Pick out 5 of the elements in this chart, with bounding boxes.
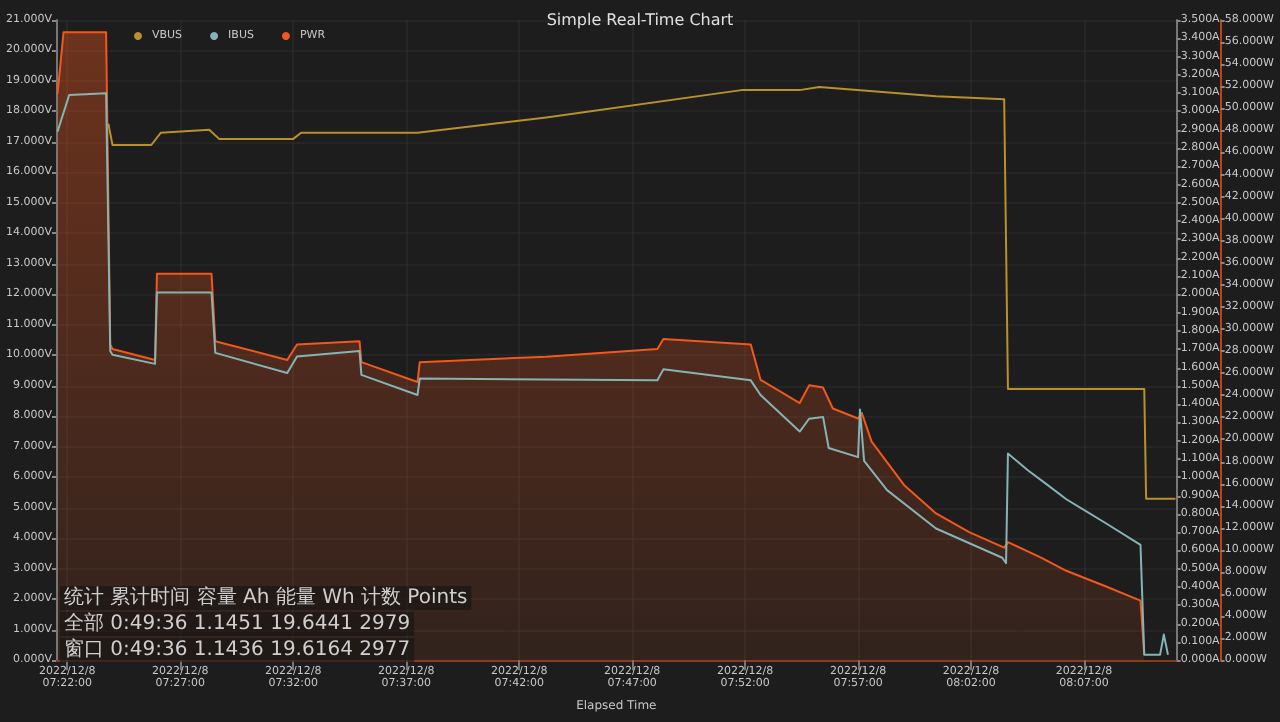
line-series bbox=[107, 86, 1177, 500]
annotation: 统计 累计时间 容量 Ah 能量 Wh 计数 Points bbox=[64, 585, 468, 609]
annotation: 全部 0:49:36 1.1451 19.6441 2979 bbox=[64, 611, 411, 635]
annotation: 窗口 0:49:36 1.1436 19.6164 2977 bbox=[64, 637, 411, 661]
chart-title: Simple Real-Time Chart bbox=[546, 11, 734, 29]
